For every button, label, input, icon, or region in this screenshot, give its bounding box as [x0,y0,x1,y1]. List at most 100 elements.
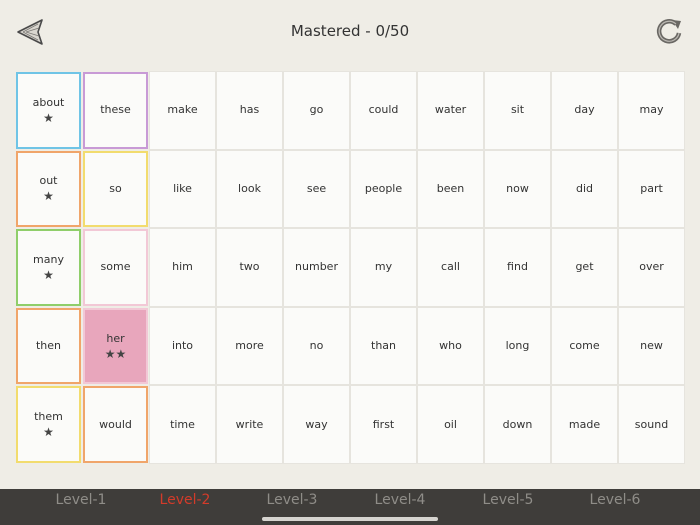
word-card[interactable]: call [417,228,484,307]
word-label: about [32,95,65,109]
word-label: water [434,103,467,117]
word-card[interactable]: people [350,149,417,229]
word-card[interactable]: two [216,228,283,307]
word-card[interactable]: than [350,306,417,386]
word-label: my [374,260,393,274]
word-label: long [505,339,530,353]
star-rating-icon: ★★ [104,346,127,361]
word-card[interactable]: number [283,228,350,307]
word-card[interactable]: more [216,306,283,386]
word-card[interactable]: go [283,71,350,150]
word-label: find [507,260,528,274]
word-card[interactable]: time [149,385,216,464]
word-label: now [506,181,529,195]
word-label: down [502,417,533,431]
word-card[interactable]: then [16,307,81,385]
tab-level-5[interactable]: Level-5 [482,492,534,508]
word-label: her [106,331,125,345]
tab-level-3[interactable]: Level-3 [266,492,318,508]
word-card[interactable]: new [618,306,685,386]
word-label: than [371,339,396,353]
tab-level-1[interactable]: Level-1 [55,492,107,508]
star-rating-icon: ★ [43,425,54,440]
word-card[interactable]: way [283,385,350,464]
word-card[interactable]: oil [417,385,484,464]
word-card[interactable]: down [484,385,551,464]
word-label: go [309,103,324,117]
word-card[interactable]: some [83,229,148,306]
word-card[interactable]: make [149,71,216,150]
word-card[interactable]: water [417,71,484,150]
word-label: many [33,252,64,266]
star-rating-icon: ★ [43,267,54,282]
word-label: could [368,103,399,117]
word-card[interactable]: day [551,71,618,150]
word-card[interactable]: into [149,306,216,386]
word-label: no [309,339,324,353]
word-label: into [171,339,194,353]
word-label: sit [510,103,525,117]
word-card[interactable]: who [417,306,484,386]
refresh-icon[interactable] [654,16,684,46]
word-label: some [100,260,131,274]
word-label: him [172,260,193,274]
word-label: new [640,339,663,353]
word-card[interactable]: look [216,149,283,229]
tab-level-2[interactable]: Level-2 [159,492,211,508]
word-label: out [39,174,58,188]
word-card[interactable]: get [551,228,618,307]
word-label: call [441,260,460,274]
word-card[interactable]: my [350,228,417,307]
word-label: may [639,103,664,117]
word-card[interactable]: over [618,228,685,307]
word-card[interactable]: made [551,385,618,464]
word-card[interactable]: her ★★ [83,307,148,385]
word-card[interactable]: may [618,71,685,150]
word-card[interactable]: write [216,385,283,464]
word-label: has [239,103,260,117]
word-card[interactable]: so [83,150,148,228]
word-card[interactable]: would [83,386,148,463]
word-card[interactable]: see [283,149,350,229]
word-card[interactable]: been [417,149,484,229]
word-card[interactable]: find [484,228,551,307]
word-card[interactable]: no [283,306,350,386]
word-card[interactable]: them ★ [16,386,81,463]
word-card[interactable]: sound [618,385,685,464]
star-rating-icon: ★ [43,110,54,125]
word-label: who [439,339,462,353]
word-card[interactable]: did [551,149,618,229]
word-card[interactable]: long [484,306,551,386]
back-arrow-icon[interactable] [14,16,46,48]
word-card[interactable]: these [83,72,148,149]
tab-level-6[interactable]: Level-6 [589,492,641,508]
word-card[interactable]: sit [484,71,551,150]
word-label: did [575,181,594,195]
word-card[interactable]: first [350,385,417,464]
word-card[interactable]: about ★ [16,72,81,149]
word-card[interactable]: him [149,228,216,307]
word-label: been [436,181,465,195]
home-indicator [262,517,438,521]
word-card[interactable]: part [618,149,685,229]
word-card[interactable]: come [551,306,618,386]
tab-level-4[interactable]: Level-4 [374,492,426,508]
word-card[interactable]: could [350,71,417,150]
word-label: like [173,181,192,195]
word-card[interactable]: out ★ [16,150,81,228]
word-label: part [640,181,663,195]
word-label: more [235,339,264,353]
word-label: get [575,260,594,274]
word-grid: about ★ these make has go could water sit day may o… [15,71,685,464]
word-label: make [167,103,198,117]
word-card[interactable]: has [216,71,283,150]
word-label: time [170,417,195,431]
word-card[interactable]: now [484,149,551,229]
word-card[interactable]: like [149,149,216,229]
word-label: see [306,181,327,195]
word-label: come [569,339,600,353]
word-label: way [305,417,328,431]
word-label: made [568,417,601,431]
word-card[interactable]: many ★ [16,229,81,306]
star-rating-icon: ★ [43,189,54,204]
